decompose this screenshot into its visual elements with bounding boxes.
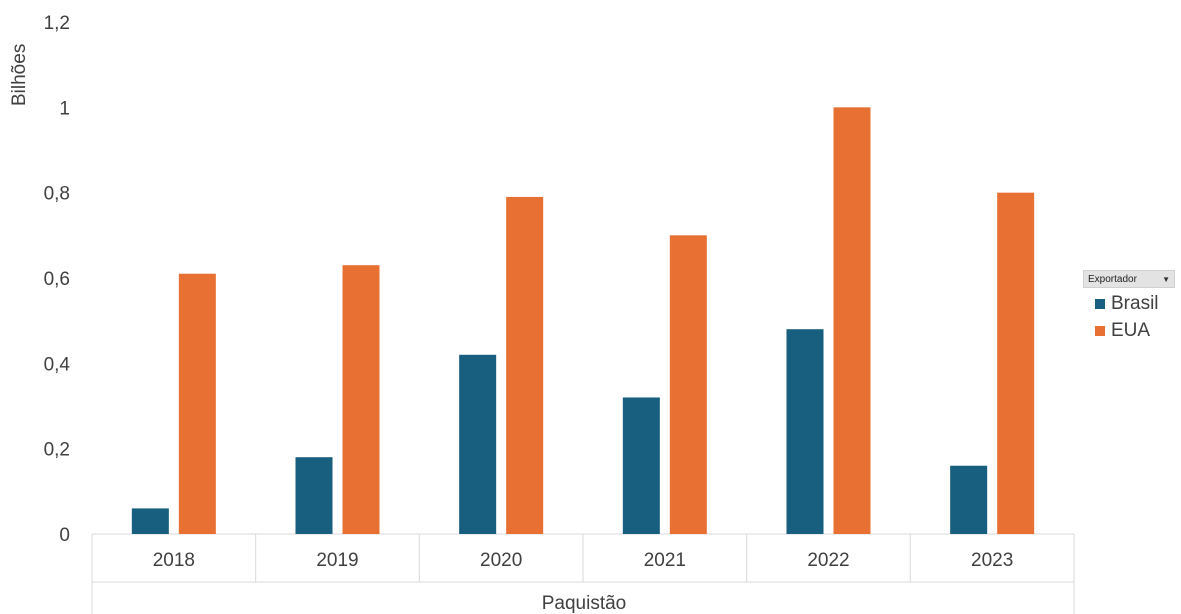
x-tick-label: 2018 (153, 550, 195, 571)
y-tick-label: 0 (59, 525, 70, 546)
legend-swatch-brasil (1095, 299, 1105, 309)
bar-brasil-2023 (950, 465, 988, 534)
x-axis-title: Paquistão (542, 593, 627, 614)
x-tick-label: 2021 (644, 550, 686, 571)
bar-brasil-2018 (131, 508, 169, 534)
y-tick-label: 1 (59, 98, 70, 119)
legend-item-brasil: Brasil (1083, 293, 1181, 315)
legend-item-eua: EUA (1083, 320, 1181, 342)
bar-eua-2019 (342, 265, 380, 534)
bars (131, 107, 1035, 535)
bar-eua-2022 (833, 107, 871, 534)
y-tick-label: 0,2 (44, 440, 70, 461)
legend-label-brasil: Brasil (1111, 293, 1159, 314)
x-tick-label: 2019 (316, 550, 358, 571)
bar-eua-2023 (997, 192, 1035, 534)
bar-brasil-2021 (622, 397, 660, 534)
bar-brasil-2020 (459, 354, 497, 534)
y-tick-label: 0,8 (44, 184, 70, 205)
exporter-filter-button[interactable]: Exportador ▼ (1083, 270, 1175, 288)
legend: Exportador ▼ Brasil EUA (1083, 270, 1181, 342)
x-axis-frame (91, 533, 1075, 614)
x-tick-label: 2023 (971, 550, 1013, 571)
dropdown-arrow-icon[interactable]: ▼ (1162, 274, 1170, 284)
exporter-filter-label: Exportador (1088, 273, 1137, 285)
x-tick-label: 2020 (480, 550, 522, 571)
y-tick-label: 0,4 (44, 354, 71, 375)
y-tick-label: 1,2 (44, 13, 70, 34)
legend-label-eua: EUA (1111, 320, 1151, 341)
legend-swatch-eua (1095, 326, 1105, 336)
bar-brasil-2019 (295, 457, 333, 534)
y-axis-title: Bilhões (9, 44, 30, 106)
bar-eua-2020 (506, 196, 544, 534)
y-axis-ticks: 0 0,2 0,4 0,6 0,8 1 1,2 (44, 13, 71, 546)
x-tick-label: 2022 (807, 550, 849, 571)
x-axis-ticks: 2018 2019 2020 2021 2022 2023 (153, 550, 1014, 571)
bar-eua-2021 (669, 235, 707, 535)
bar-eua-2018 (178, 273, 216, 534)
bar-brasil-2022 (786, 329, 824, 534)
y-tick-label: 0,6 (44, 269, 70, 290)
